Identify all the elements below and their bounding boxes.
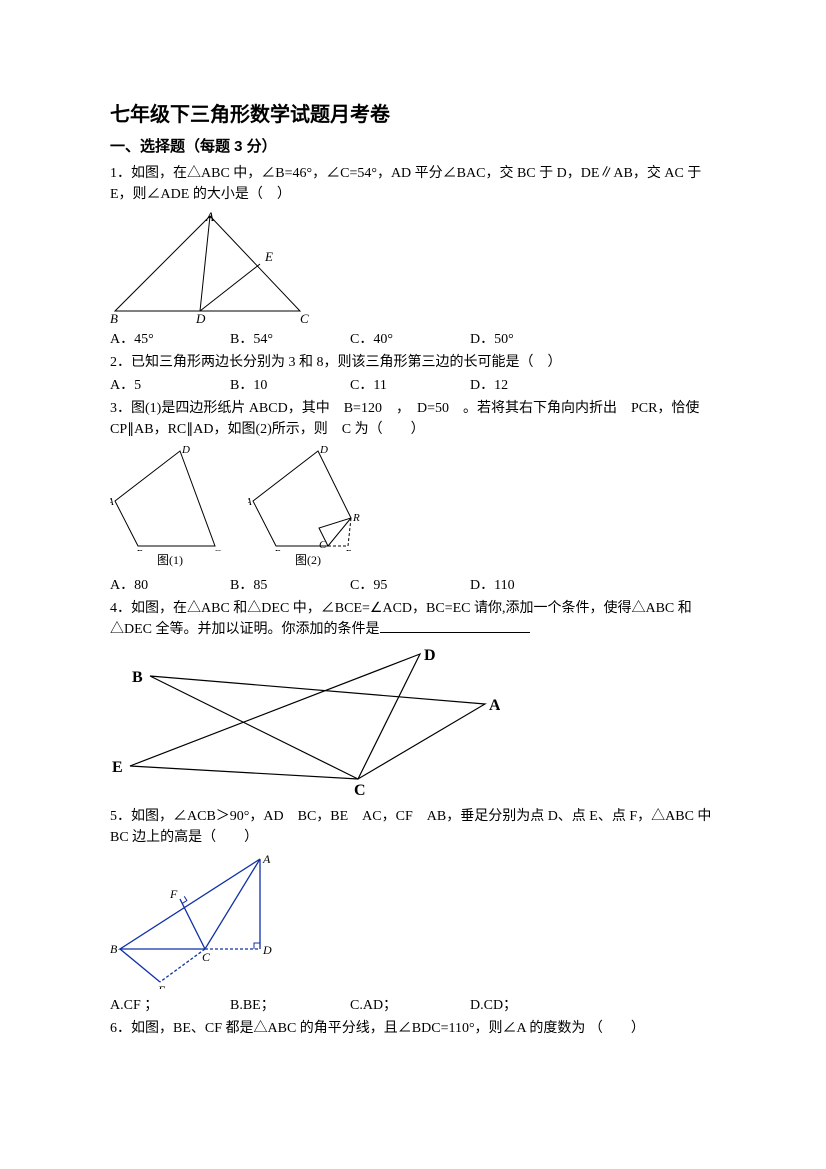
q1-options: A．45° B．54° C．40° D．50° xyxy=(110,329,716,350)
q2-opt-b: B．10 xyxy=(230,375,350,396)
q1-opt-d: D．50° xyxy=(470,329,590,350)
svg-text:A: A xyxy=(489,697,500,714)
q2-opt-c: C．11 xyxy=(350,375,470,396)
svg-text:D: D xyxy=(181,446,190,456)
svg-text:D: D xyxy=(195,311,206,323)
svg-text:C: C xyxy=(202,950,211,964)
q3-figure: A B C D 图(1) A B C D P R 图(2) xyxy=(110,446,716,569)
q3-opt-b: B．85 xyxy=(230,575,350,596)
svg-text:B: B xyxy=(136,548,143,551)
svg-text:B: B xyxy=(132,669,143,686)
svg-text:C: C xyxy=(300,311,309,323)
q2-opt-d: D．12 xyxy=(470,375,590,396)
svg-text:D: D xyxy=(424,647,436,664)
q4-text: 4．如图，在△ABC 和△DEC 中，∠BCE=∠ACD，BC=EC 请你,添加… xyxy=(110,598,716,640)
svg-text:F: F xyxy=(169,887,178,901)
q5-opt-c: C.AD； xyxy=(350,995,470,1016)
svg-text:E: E xyxy=(264,249,273,264)
q5-opt-a: A.CF ； xyxy=(110,995,230,1016)
q3-fig1-label: 图(1) xyxy=(110,551,230,569)
q3-opt-d: D．110 xyxy=(470,575,590,596)
q3-opt-a: A．80 xyxy=(110,575,230,596)
svg-text:C: C xyxy=(319,539,327,551)
svg-text:C: C xyxy=(354,782,366,796)
q1-text: 1．如图，在△ABC 中，∠B=46°，∠C=54°，AD 平分∠BAC，交 B… xyxy=(110,163,716,205)
svg-text:B: B xyxy=(110,311,118,323)
svg-text:E: E xyxy=(157,983,166,989)
svg-text:A: A xyxy=(205,211,214,224)
q5-options: A.CF ； B.BE； C.AD； D.CD； xyxy=(110,995,716,1016)
q3-text: 3．图(1)是四边形纸片 ABCD，其中 B=120 ， D=50 。若将其右下… xyxy=(110,398,716,440)
q1-figure: A B C D E xyxy=(110,211,716,323)
svg-text:B: B xyxy=(274,548,281,551)
svg-text:A: A xyxy=(262,854,271,866)
section-header: 一、选择题（每题 3 分） xyxy=(110,136,716,159)
q1-opt-b: B．54° xyxy=(230,329,350,350)
q4-figure: B A C E D xyxy=(110,646,716,796)
q1-opt-a: A．45° xyxy=(110,329,230,350)
svg-text:A: A xyxy=(248,496,252,508)
q1-opt-c: C．40° xyxy=(350,329,470,350)
svg-text:C: C xyxy=(213,548,221,551)
q3-opt-c: C．95 xyxy=(350,575,470,596)
q5-text: 5．如图，∠ACB＞90°，AD BC，BE AC，CF AB，垂足分别为点 D… xyxy=(110,806,716,848)
q5-opt-d: D.CD； xyxy=(470,995,590,1016)
svg-text:B: B xyxy=(110,942,118,956)
q6-text: 6．如图，BE、CF 都是△ABC 的角平分线，且∠BDC=110°，则∠A 的… xyxy=(110,1018,716,1039)
q3-options: A．80 B．85 C．95 D．110 xyxy=(110,575,716,596)
q2-opt-a: A．5 xyxy=(110,375,230,396)
svg-text:A: A xyxy=(110,496,114,508)
svg-text:D: D xyxy=(262,943,272,957)
svg-text:R: R xyxy=(352,512,360,524)
page-title: 七年级下三角形数学试题月考卷 xyxy=(110,100,716,130)
svg-text:P: P xyxy=(344,548,352,551)
q3-fig2-label: 图(2) xyxy=(248,551,368,569)
q2-options: A．5 B．10 C．11 D．12 xyxy=(110,375,716,396)
svg-text:D: D xyxy=(319,446,328,456)
q5-figure: A B C D E F xyxy=(110,854,716,989)
q5-opt-b: B.BE； xyxy=(230,995,350,1016)
svg-text:E: E xyxy=(112,759,123,776)
q2-text: 2．已知三角形两边长分别为 3 和 8，则该三角形第三边的长可能是（ ） xyxy=(110,352,716,373)
q4-blank xyxy=(380,619,530,633)
